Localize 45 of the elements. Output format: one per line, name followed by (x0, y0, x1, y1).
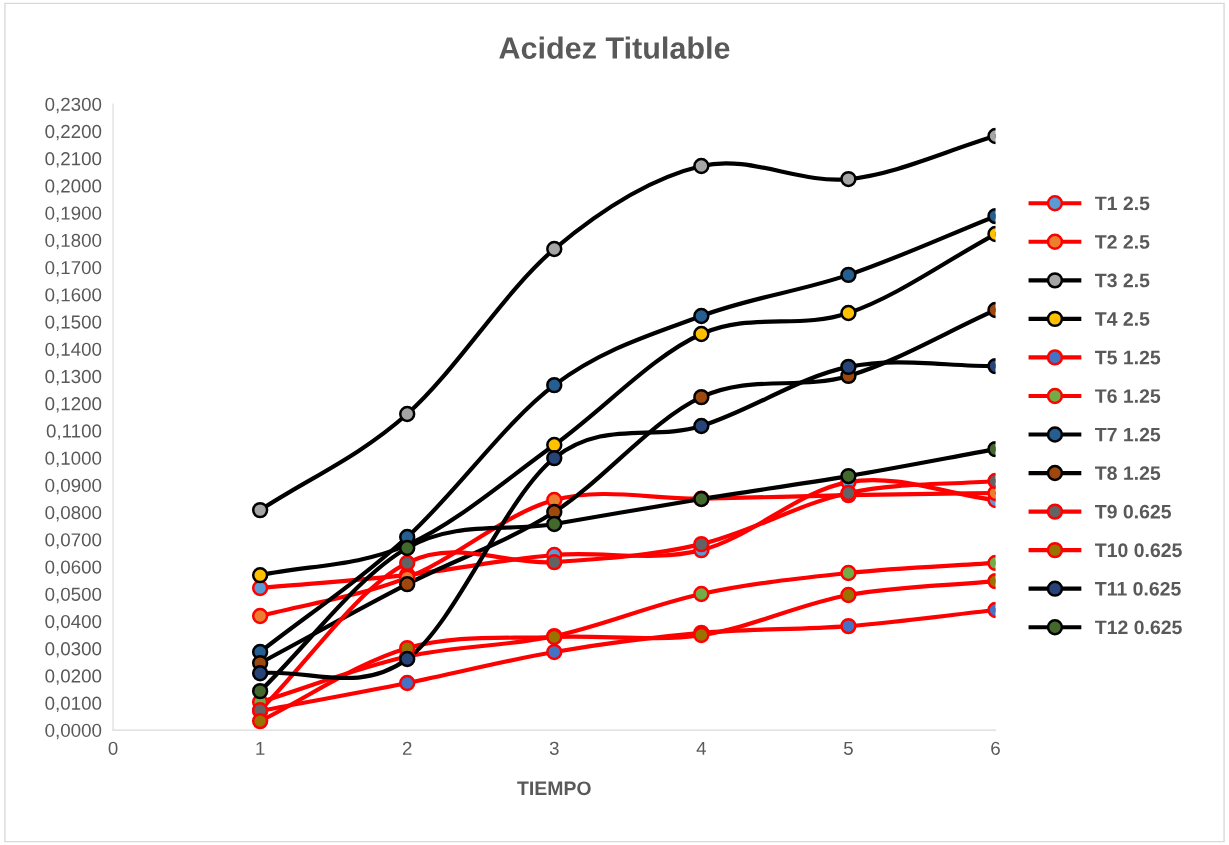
legend-label: T12 0.625 (1095, 620, 1182, 635)
y-tick-label: 0,0400 (45, 614, 102, 631)
x-tick-label: 3 (549, 741, 559, 755)
y-tick-label: 0,0900 (45, 478, 102, 495)
y-tick-label: 0,1600 (45, 288, 102, 304)
chart-title: Acidez Titulable (499, 36, 730, 59)
y-tick-label: 0,0600 (45, 560, 102, 576)
y-tick-label: 0,1300 (45, 369, 102, 386)
y-tick-label: 0,0300 (45, 642, 102, 658)
x-tick-label: 6 (991, 741, 1000, 755)
y-tick-label: 0,1400 (45, 342, 102, 359)
legend-label: T10 0.625 (1095, 543, 1182, 558)
y-tick-label: 0,1200 (45, 397, 102, 413)
y-tick-label: 0,0700 (45, 533, 102, 549)
y-tick-label: 0,1100 (46, 424, 102, 440)
legend-label: T7 1.25 (1095, 427, 1161, 442)
y-tick-label: 0,1800 (45, 233, 102, 250)
y-tick-label: 0,2000 (45, 179, 102, 195)
legend-label: T1 2.5 (1095, 196, 1150, 211)
y-tick-label: 0,2200 (45, 124, 102, 141)
legend-label: T2 2.5 (1095, 235, 1150, 249)
x-tick-label: 0 (108, 741, 118, 755)
y-tick-label: 0,0800 (45, 505, 102, 522)
legend-label: T5 1.25 (1095, 350, 1161, 365)
y-tick-label: 0,2300 (45, 97, 102, 114)
x-tick-label: 5 (843, 741, 853, 755)
legend-label: T3 2.5 (1095, 273, 1150, 288)
legend-label: T9 0.625 (1095, 504, 1172, 519)
y-tick-label: 0,0100 (45, 696, 102, 713)
x-axis-title: TIEMPO (517, 781, 591, 796)
y-tick-label: 0,1500 (45, 315, 102, 331)
legend-label: T8 1.25 (1095, 466, 1161, 481)
y-tick-label: 0,0200 (45, 669, 102, 685)
x-tick-label: 2 (402, 741, 412, 755)
y-tick-label: 0,1900 (45, 206, 102, 223)
y-tick-label: 0,0500 (45, 587, 102, 604)
x-tick-label: 1 (256, 741, 265, 755)
legend-label: T4 2.5 (1095, 312, 1150, 326)
y-tick-label: 0,1700 (45, 260, 102, 277)
x-tick-label: 4 (696, 741, 707, 755)
y-tick-label: 0,1000 (45, 451, 102, 468)
legend-label: T11 0.625 (1095, 581, 1181, 596)
y-tick-label: 0,0000 (45, 723, 102, 740)
y-tick-label: 0,2100 (45, 152, 102, 168)
legend-label: T6 1.25 (1095, 389, 1161, 403)
